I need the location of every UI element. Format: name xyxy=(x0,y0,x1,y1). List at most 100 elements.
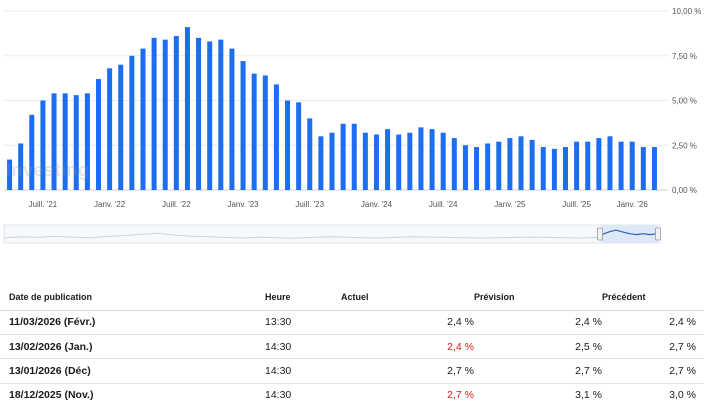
bar-chart: 0,00 % 2,50 % 5,00 % 7,50 % 10,00 % Juill. '2… xyxy=(4,7,701,209)
range-navigator[interactable] xyxy=(0,222,720,246)
column-header-previous[interactable]: Précédent xyxy=(602,284,704,311)
bar xyxy=(251,73,257,190)
bar xyxy=(329,132,335,190)
bar xyxy=(540,147,546,190)
table-row: 18/12/2025 (Nov.) 14:30 2,7 % 3,1 % 3,0 … xyxy=(0,383,704,405)
bar xyxy=(184,27,190,190)
history-table: Date de publication Heure Actuel Prévisi… xyxy=(0,284,704,405)
bar xyxy=(273,84,279,190)
x-tick-label: Janv. '22 xyxy=(94,200,126,209)
forecast-value: 2,7 % xyxy=(474,358,602,384)
y-tick-label: 0,00 % xyxy=(672,186,697,195)
bar xyxy=(574,141,580,190)
bar xyxy=(240,61,246,191)
column-header-time[interactable]: Heure xyxy=(245,284,341,311)
x-tick-label: Juill. '24 xyxy=(429,200,458,209)
bar xyxy=(40,100,46,190)
table-row: 11/03/2026 (Févr.) 13:30 2,4 % 2,4 % 2,4… xyxy=(0,310,704,335)
bar xyxy=(262,75,268,190)
watermark-logo: Investing xyxy=(6,160,90,180)
bar xyxy=(84,93,90,190)
bar xyxy=(118,64,124,190)
navigator-selection-line xyxy=(601,229,658,236)
previous-value: 2,7 % xyxy=(602,334,704,360)
column-header-actual[interactable]: Actuel xyxy=(341,284,474,311)
bar xyxy=(451,138,457,190)
bar xyxy=(585,141,591,190)
bar xyxy=(362,132,368,190)
bar xyxy=(173,36,179,191)
bar xyxy=(485,143,491,190)
table-header-row: Date de publication Heure Actuel Prévisi… xyxy=(0,284,704,311)
forecast-value: 2,4 % xyxy=(474,310,602,335)
y-tick-label: 10,00 % xyxy=(672,7,701,16)
bar xyxy=(96,79,102,190)
bar xyxy=(218,39,224,190)
bar xyxy=(207,41,213,191)
bar xyxy=(640,147,646,190)
x-tick-label: Janv. '25 xyxy=(494,200,526,209)
actual-value: 2,7 % xyxy=(341,383,474,405)
bar xyxy=(318,136,324,190)
bar xyxy=(551,148,557,190)
release-date: 13/01/2026 (Déc) xyxy=(0,358,245,384)
bar xyxy=(29,114,35,190)
bar xyxy=(407,132,413,190)
bar xyxy=(496,141,502,190)
release-time: 14:30 xyxy=(245,383,341,405)
x-tick-label: Janv. '23 xyxy=(227,200,259,209)
bar xyxy=(51,93,57,190)
bar xyxy=(618,141,624,190)
x-tick-label: Janv. '24 xyxy=(361,200,393,209)
bar xyxy=(196,37,202,190)
release-time: 14:30 xyxy=(245,358,341,384)
navigator-track xyxy=(3,224,661,244)
column-header-date[interactable]: Date de publication xyxy=(0,284,245,311)
bar xyxy=(340,123,346,190)
chart-area: 0,00 % 2,50 % 5,00 % 7,50 % 10,00 % Juill. '2… xyxy=(4,7,701,209)
release-time: 13:30 xyxy=(245,310,341,335)
x-tick-label: Juill. '23 xyxy=(295,200,324,209)
navigator-right-handle[interactable] xyxy=(655,227,661,241)
bar xyxy=(373,134,379,190)
bar xyxy=(7,159,13,190)
forecast-value: 3,1 % xyxy=(474,383,602,405)
bar xyxy=(385,129,391,190)
previous-value: 2,7 % xyxy=(602,358,704,384)
release-date: 18/12/2025 (Nov.) xyxy=(0,383,245,405)
bar xyxy=(396,134,402,190)
x-tick-label: Juill. '25 xyxy=(562,200,591,209)
release-date: 11/03/2026 (Févr.) xyxy=(0,310,245,335)
bar xyxy=(529,139,535,190)
bar xyxy=(62,93,68,190)
bar xyxy=(429,129,435,190)
table-row: 13/02/2026 (Jan.) 14:30 2,4 % 2,5 % 2,7 … xyxy=(0,334,704,360)
release-date: 13/02/2026 (Jan.) xyxy=(0,334,245,360)
bar xyxy=(296,102,302,190)
bar xyxy=(629,141,635,190)
actual-value: 2,4 % xyxy=(341,310,474,335)
table-row: 13/01/2026 (Déc) 14:30 2,7 % 2,7 % 2,7 % xyxy=(0,358,704,384)
column-header-forecast[interactable]: Prévision xyxy=(474,284,602,311)
bar xyxy=(562,147,568,190)
bar xyxy=(440,132,446,190)
bar xyxy=(107,68,113,190)
y-tick-label: 7,50 % xyxy=(672,52,697,61)
navigator-left-handle[interactable] xyxy=(597,227,603,241)
bar xyxy=(140,48,146,191)
bar xyxy=(307,118,313,190)
bar xyxy=(474,147,480,190)
bar xyxy=(285,100,291,190)
bar xyxy=(462,145,468,190)
bar xyxy=(351,123,357,190)
previous-value: 2,4 % xyxy=(602,310,704,335)
bar xyxy=(507,138,513,190)
previous-value: 3,0 % xyxy=(602,383,704,405)
bar xyxy=(596,138,602,190)
actual-value: 2,7 % xyxy=(341,358,474,384)
bar xyxy=(73,95,79,190)
forecast-value: 2,5 % xyxy=(474,334,602,360)
x-tick-label: Juill. '21 xyxy=(29,200,58,209)
release-time: 14:30 xyxy=(245,334,341,360)
x-tick-label: Janv. '26 xyxy=(617,200,649,209)
